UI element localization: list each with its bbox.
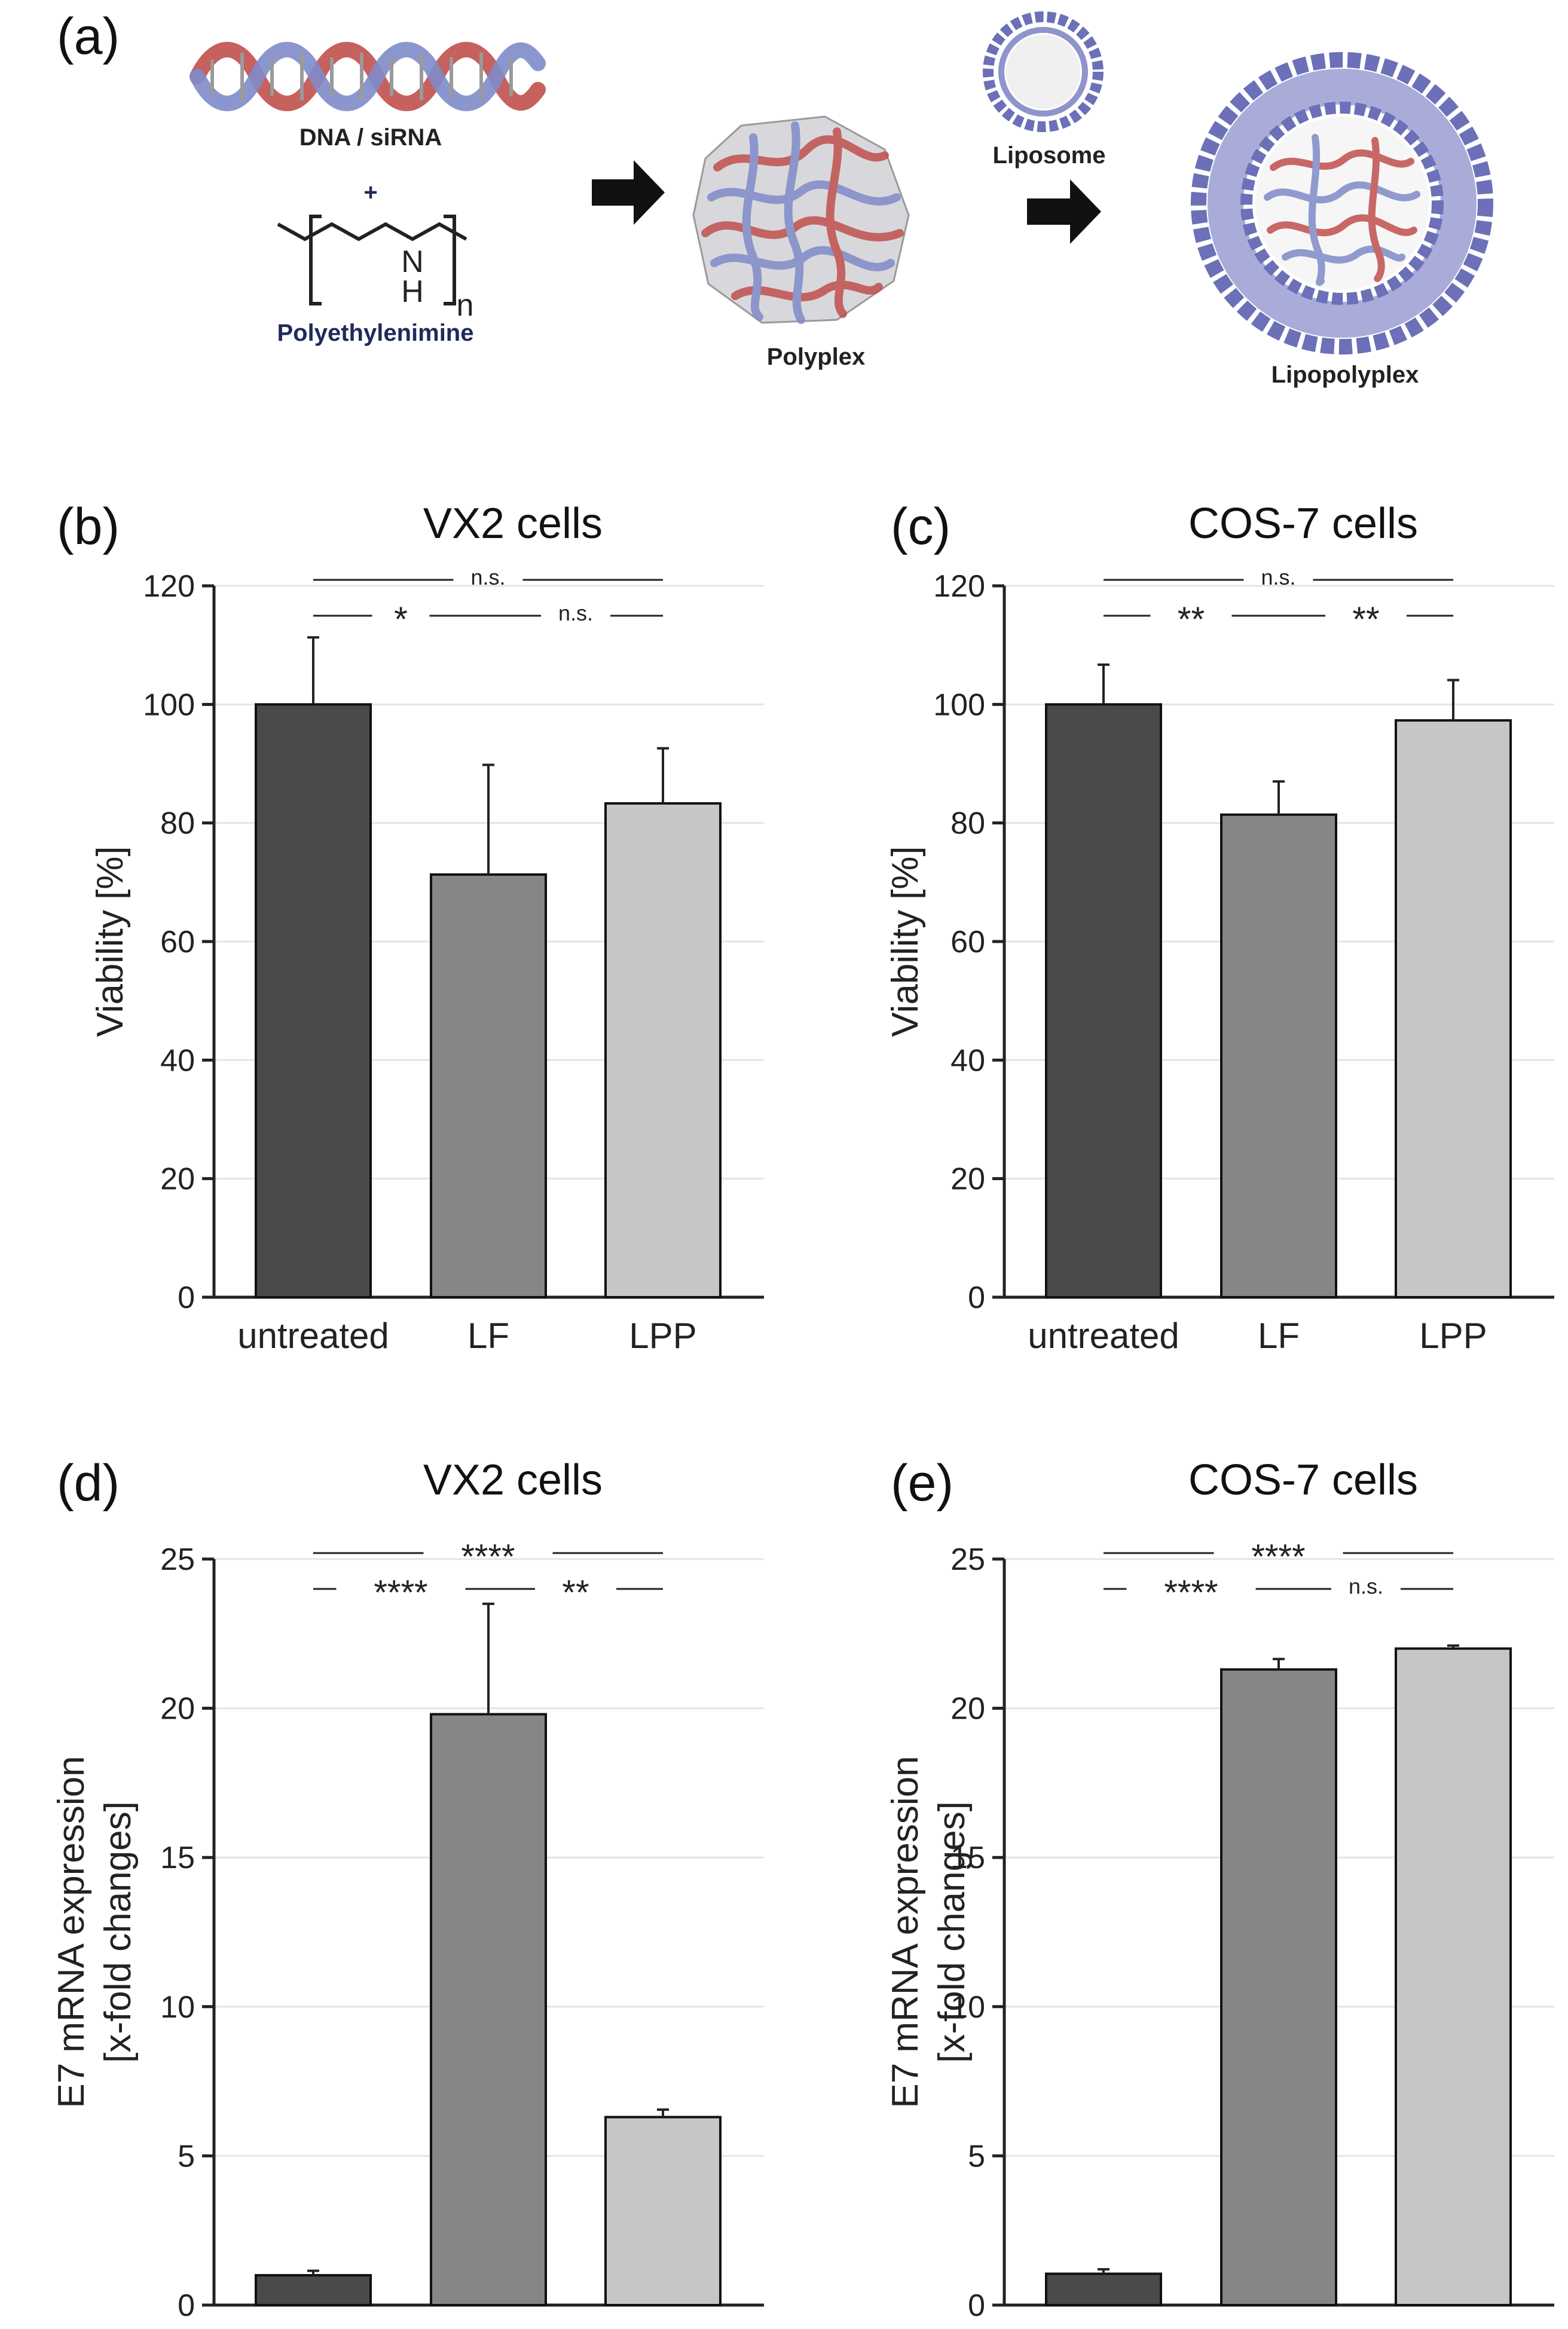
y-tick-label: 0	[178, 2288, 195, 2323]
bar	[1395, 1647, 1512, 2306]
y-tick-label: 80	[950, 806, 985, 841]
y-axis-label: E7 mRNA expression	[885, 1756, 926, 2108]
bar	[604, 2116, 722, 2306]
y-tick-label: 15	[160, 1841, 195, 1875]
arrow-icon	[592, 160, 665, 225]
bar	[1395, 719, 1512, 1298]
y-tick-label: 100	[933, 687, 985, 722]
y-tick-label: 15	[950, 1841, 985, 1875]
pei-subscript-n: n	[457, 288, 474, 323]
y-tick-label: 20	[160, 1692, 195, 1726]
pei-structure	[277, 215, 467, 305]
y-axis-label: [x-fold changes]	[97, 1801, 139, 2063]
y-tick-label: 10	[950, 1990, 985, 2025]
x-category-label: LPP	[1419, 2324, 1487, 2329]
x-category-label: LPP	[629, 2324, 696, 2329]
significance-label: n.s.	[1261, 565, 1295, 589]
y-axis-label: [x-fold changes]	[931, 1801, 973, 2063]
y-tick-label: 100	[143, 687, 195, 722]
y-tick-label: 0	[968, 1280, 985, 1315]
y-tick-label: 20	[950, 1162, 985, 1197]
x-category-label: untreated	[237, 2324, 389, 2329]
significance-label: **	[562, 1573, 589, 1612]
bar	[604, 802, 722, 1298]
pei-n-atom: N	[401, 244, 424, 279]
lipopolyplex-label: Lipopolyplex	[1271, 362, 1419, 388]
y-axis-label: Viability [%]	[885, 846, 926, 1037]
chart-title: COS-7 cells	[1188, 500, 1418, 548]
chart-title: COS-7 cells	[1188, 1456, 1418, 1504]
chart-viability-cos7: (c) COS-7 cells 0 20 40 60 80 100 120 Viability […	[885, 498, 1554, 1356]
chart-e7-expression-cos7: (e) COS-7 cells 0 5 10 15 20 25 E7 mRNA expressi…	[885, 1454, 1554, 2329]
panel-label-a: (a)	[57, 8, 120, 65]
dna-helix-illustration	[189, 42, 546, 111]
panel-label: (b)	[57, 498, 120, 555]
x-category-label: LF	[1258, 2324, 1300, 2329]
pei-h-atom: H	[401, 274, 424, 309]
lipopolyplex-illustration	[1191, 52, 1493, 354]
y-tick-label: 40	[950, 1043, 985, 1078]
significance-label: n.s.	[1349, 1574, 1383, 1598]
y-tick-label: 60	[950, 925, 985, 959]
y-tick-label: 80	[160, 806, 195, 841]
y-tick-label: 25	[950, 1542, 985, 1577]
plus-sign: +	[363, 179, 377, 206]
bar	[255, 2274, 372, 2307]
y-tick-label: 0	[968, 2288, 985, 2323]
bar	[1045, 703, 1162, 1299]
y-tick-label: 0	[178, 1280, 195, 1315]
y-tick-label: 25	[160, 1542, 195, 1577]
y-axis-label: Viability [%]	[90, 846, 131, 1037]
x-category-label: LF	[467, 2324, 509, 2329]
x-category-label: untreated	[1028, 1316, 1179, 1356]
polyplex-label: Polyplex	[767, 344, 866, 370]
y-tick-label: 20	[950, 1692, 985, 1726]
x-category-label: LPP	[629, 1316, 696, 1356]
significance-label: n.s.	[558, 601, 593, 625]
y-axis-label: E7 mRNA expression	[51, 1756, 92, 2108]
chart-title: VX2 cells	[423, 1456, 603, 1504]
significance-label: ****	[1251, 1538, 1305, 1576]
significance-label: ****	[374, 1573, 427, 1612]
y-tick-label: 60	[160, 925, 195, 959]
panel-label: (c)	[891, 498, 950, 555]
chart-e7-expression-vx2: (d) VX2 cells 0 5 10 15 20 25 E7 mRNA expression…	[51, 1454, 764, 2329]
y-tick-label: 40	[160, 1043, 195, 1078]
significance-label: **	[1352, 600, 1379, 639]
x-category-label: untreated	[237, 1316, 389, 1356]
bar	[1045, 2272, 1162, 2306]
bar	[1220, 813, 1337, 1298]
x-category-label: LF	[1258, 1316, 1300, 1356]
bar	[1220, 1668, 1337, 2307]
chart-title: VX2 cells	[423, 500, 603, 548]
y-tick-label: 120	[143, 569, 195, 604]
x-category-label: untreated	[1028, 2324, 1179, 2329]
x-category-label: LF	[467, 1316, 509, 1356]
y-tick-label: 10	[160, 1990, 195, 2025]
chart-viability-vx2: (b) VX2 cells 0 20 40 60 80 100 120 Viability [%]…	[57, 498, 764, 1356]
liposome-illustration	[983, 11, 1104, 132]
panel-label: (e)	[891, 1454, 953, 1512]
y-tick-label: 5	[178, 2139, 195, 2174]
polyplex-illustration	[692, 115, 910, 324]
pei-label: Polyethylenimine	[277, 320, 474, 346]
bar	[255, 703, 372, 1299]
bar	[430, 873, 547, 1298]
bar	[430, 1713, 547, 2306]
y-tick-label: 5	[968, 2139, 985, 2174]
significance-label: n.s.	[470, 565, 505, 589]
panel-label: (d)	[57, 1454, 120, 1512]
significance-label: ****	[1164, 1573, 1218, 1612]
schematic-panel: (a) DNA / siRNA + N H n Polyethylenimine	[57, 8, 1493, 388]
y-tick-label: 20	[160, 1162, 195, 1197]
arrow-icon	[1027, 179, 1101, 244]
significance-label: **	[1178, 600, 1205, 639]
x-category-label: LPP	[1419, 1316, 1487, 1356]
y-tick-label: 120	[933, 569, 985, 604]
liposome-label: Liposome	[993, 142, 1106, 169]
significance-label: ****	[461, 1538, 515, 1576]
significance-label: *	[394, 600, 408, 639]
dna-label: DNA / siRNA	[299, 124, 442, 151]
